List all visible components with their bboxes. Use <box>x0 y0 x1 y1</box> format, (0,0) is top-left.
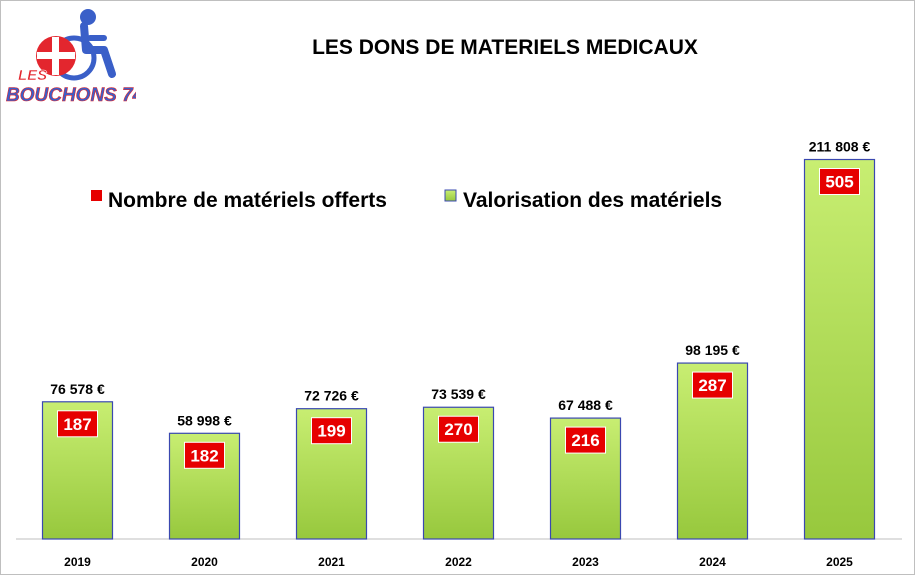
count-label-2022: 270 <box>444 420 472 439</box>
count-label-2021: 199 <box>317 422 345 441</box>
legend: Nombre de matériels offerts Valorisation… <box>91 189 722 212</box>
red-cap-icon <box>36 36 76 76</box>
x-tick-2023: 2023 <box>572 555 599 569</box>
logo-line-2: BOUCHONS 74 <box>6 85 136 106</box>
value-label-2021: 72 726 € <box>304 388 359 404</box>
count-box-2025 <box>819 168 860 196</box>
value-label-2022: 73 539 € <box>431 386 486 402</box>
value-label-2019: 76 578 € <box>50 381 105 397</box>
value-label-2020: 58 998 € <box>177 412 232 428</box>
count-box-2024 <box>692 371 733 399</box>
count-box-2021 <box>311 417 352 445</box>
x-tick-2024: 2024 <box>699 555 726 569</box>
count-label-2024: 287 <box>698 376 726 395</box>
logo-graphic: LES BOUCHONS 74 <box>6 9 144 106</box>
value-label-2024: 98 195 € <box>685 342 740 358</box>
x-tick-2021: 2021 <box>318 555 345 569</box>
count-box-2023 <box>565 426 606 454</box>
legend-label-count: Nombre de matériels offerts <box>108 189 387 212</box>
count-box-2020 <box>184 441 225 469</box>
x-tick-2019: 2019 <box>64 555 91 569</box>
chart-title: LES DONS DE MATERIELS MEDICAUX <box>312 36 698 59</box>
value-label-2023: 67 488 € <box>558 397 613 413</box>
count-label-2020: 182 <box>190 446 218 465</box>
count-label-2019: 187 <box>63 415 91 434</box>
bars-group: 76 578 € 187 2019 58 998 € 182 2020 72 726 € 19… <box>41 139 876 569</box>
x-tick-2025: 2025 <box>826 555 853 569</box>
legend-label-value: Valorisation des matériels <box>463 189 722 212</box>
bar-2025 <box>803 158 876 540</box>
value-label-2025: 211 808 € <box>809 139 871 155</box>
legend-swatch-count <box>91 190 102 201</box>
logo-line-1: LES <box>18 67 47 84</box>
x-tick-2020: 2020 <box>191 555 218 569</box>
count-box-2019 <box>57 410 98 438</box>
x-tick-2022: 2022 <box>445 555 472 569</box>
legend-swatch-value <box>444 189 457 202</box>
count-label-2025: 505 <box>825 173 853 192</box>
logo: LES BOUCHONS 74 <box>4 4 144 113</box>
count-label-2023: 216 <box>571 431 599 450</box>
count-box-2022 <box>438 415 479 443</box>
